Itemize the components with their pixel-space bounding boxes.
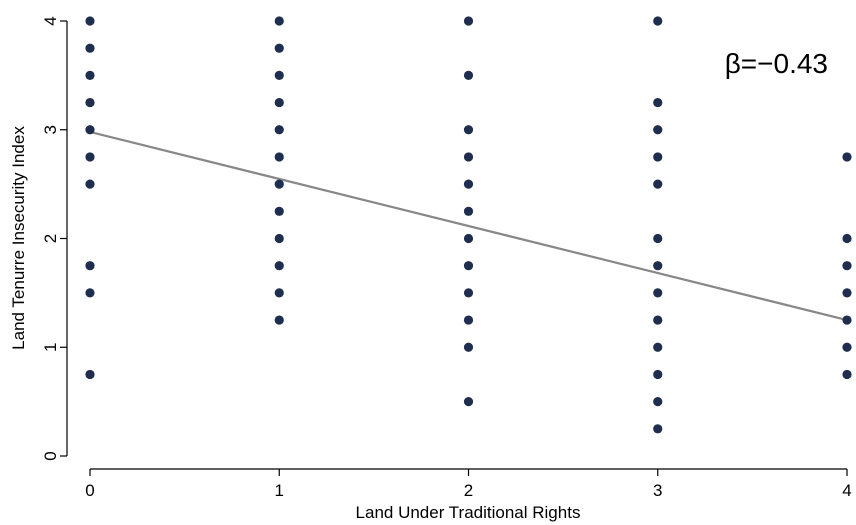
data-point bbox=[463, 397, 474, 407]
data-point bbox=[653, 315, 663, 325]
data-point bbox=[274, 16, 284, 26]
data-point bbox=[463, 315, 474, 325]
data-point bbox=[653, 288, 663, 298]
data-point bbox=[85, 70, 95, 80]
data-point bbox=[85, 369, 95, 380]
x-tick-label: 3 bbox=[653, 481, 662, 500]
data-point bbox=[653, 179, 663, 189]
data-point bbox=[842, 288, 852, 298]
data-point bbox=[274, 125, 284, 135]
data-point bbox=[463, 233, 474, 244]
fit-line-layer bbox=[89, 130, 848, 322]
axes: 0 1 2 3 4 0 1 2 3 4 bbox=[41, 16, 852, 500]
data-point bbox=[463, 261, 474, 271]
x-tick-label: 1 bbox=[275, 481, 284, 500]
data-point bbox=[274, 70, 284, 80]
data-point bbox=[463, 152, 474, 162]
points-layer bbox=[85, 16, 852, 434]
data-point bbox=[463, 125, 474, 135]
data-point bbox=[463, 288, 474, 298]
data-point bbox=[463, 179, 474, 189]
data-point bbox=[85, 16, 95, 26]
x-tick-label: 4 bbox=[842, 481, 851, 500]
data-point bbox=[85, 261, 95, 271]
data-point bbox=[463, 206, 474, 216]
data-point bbox=[463, 70, 474, 80]
data-point bbox=[653, 397, 663, 407]
data-point bbox=[274, 315, 284, 325]
data-point bbox=[842, 152, 852, 162]
data-point bbox=[842, 315, 852, 325]
data-point bbox=[463, 342, 474, 352]
y-tick-label: 3 bbox=[41, 125, 60, 134]
data-point bbox=[85, 152, 95, 162]
data-point bbox=[653, 261, 663, 271]
y-axis-title: Land Tenurre Insecurity Index bbox=[9, 126, 28, 350]
fit-line bbox=[89, 130, 848, 322]
data-point bbox=[653, 342, 663, 352]
x-tick-label: 2 bbox=[464, 481, 473, 500]
data-point bbox=[653, 97, 663, 108]
data-point bbox=[274, 152, 284, 162]
data-point bbox=[842, 261, 852, 271]
data-point bbox=[842, 233, 852, 244]
data-point bbox=[274, 288, 284, 298]
data-point bbox=[274, 179, 284, 189]
data-point bbox=[85, 97, 95, 108]
data-point bbox=[85, 179, 95, 189]
data-point bbox=[274, 97, 284, 108]
data-point bbox=[653, 152, 663, 162]
data-point bbox=[85, 288, 95, 298]
x-tick-label: 0 bbox=[85, 481, 94, 500]
y-tick-label: 4 bbox=[41, 16, 60, 25]
data-point bbox=[85, 43, 95, 53]
data-point bbox=[653, 369, 663, 380]
data-point bbox=[653, 125, 663, 135]
data-point bbox=[842, 342, 852, 352]
data-point bbox=[653, 233, 663, 244]
data-point bbox=[274, 233, 284, 244]
x-axis-title: Land Under Traditional Rights bbox=[356, 503, 581, 522]
beta-annotation: β=−0.43 bbox=[725, 48, 828, 79]
y-tick-label: 1 bbox=[41, 343, 60, 352]
data-point bbox=[274, 206, 284, 216]
y-tick-label: 2 bbox=[41, 234, 60, 243]
data-point bbox=[85, 125, 95, 135]
data-point bbox=[274, 43, 284, 53]
data-point bbox=[463, 16, 474, 26]
data-point bbox=[274, 261, 284, 271]
data-point bbox=[842, 369, 852, 380]
y-tick-label: 0 bbox=[41, 451, 60, 460]
data-point bbox=[653, 424, 663, 434]
data-point bbox=[653, 16, 663, 26]
